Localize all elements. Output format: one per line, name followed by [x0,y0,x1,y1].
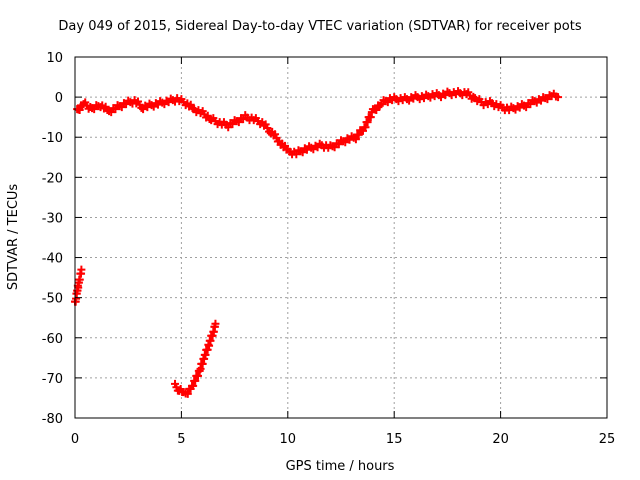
y-tick-label: 0 [55,91,63,106]
data-point [298,148,307,157]
data-point [117,103,126,112]
data-point [271,130,280,139]
data-point [189,381,198,390]
x-tick-label: 10 [280,432,297,447]
x-tick-label: 25 [599,432,616,447]
data-point [366,113,375,122]
data-point [228,120,237,129]
data-point [224,123,233,132]
y-tick-label: -50 [42,292,63,307]
data-point [111,105,120,114]
data-point [90,105,99,114]
y-tick-label: -10 [42,131,63,146]
data-point [292,150,301,159]
y-tick-label: -30 [42,211,63,226]
y-tick-label: -70 [42,372,63,387]
data-point [211,319,220,328]
chart-title: Day 049 of 2015, Sidereal Day-to-day VTE… [58,19,582,34]
x-axis-label: GPS time / hours [286,459,395,474]
y-tick-label: 10 [46,51,63,66]
data-point [377,100,386,109]
data-point [239,115,248,124]
data-point [363,118,372,127]
data-point [526,100,535,109]
data-point [341,138,350,147]
data-point [183,389,192,398]
y-tick-label: -20 [42,171,63,186]
data-points [71,87,563,398]
y-tick-label: -60 [42,332,63,347]
plot-frame [74,56,608,419]
axis-ticks: 0 5 10 15 20 25 -80 -70 -60 -50 -40 -30 -20 -10 0 10 [42,51,616,447]
data-point [334,140,343,149]
y-tick-label: -80 [42,412,63,427]
data-point [522,103,531,112]
data-point [75,105,84,114]
data-point [354,130,363,139]
data-point [554,93,563,102]
x-tick-label: 15 [386,432,403,447]
data-point [543,95,552,104]
y-tick-label: -40 [42,252,63,267]
data-point [330,143,339,152]
y-axis-label: SDTVAR / TECUs [6,184,21,291]
data-point [77,265,86,274]
data-point [107,108,116,117]
data-point [372,105,381,114]
x-tick-label: 0 [71,432,79,447]
x-tick-label: 5 [177,432,185,447]
x-tick-label: 20 [492,432,509,447]
data-point [383,98,392,107]
data-point [191,376,200,385]
data-point [351,135,360,144]
data-point [234,118,243,127]
grid-lines [75,57,607,418]
data-point [361,123,370,132]
